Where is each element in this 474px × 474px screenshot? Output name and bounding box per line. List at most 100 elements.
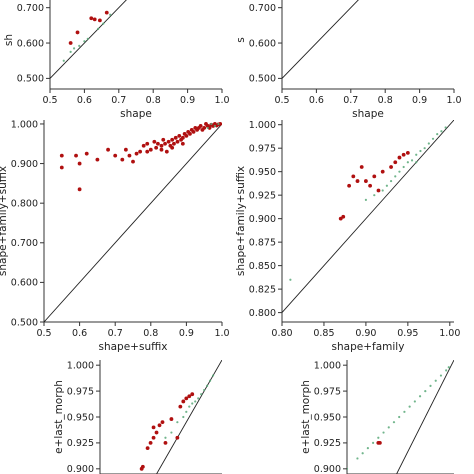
x-tick-label: 0.7 bbox=[343, 95, 358, 106]
chart-panel-3: 0.5 0.6 0.7 0.8 0.9 1.0 0.500 0.600 0.700 0.800 0.… bbox=[0, 119, 230, 353]
y-tick-label: 0.500 bbox=[11, 317, 38, 328]
data-point-green bbox=[392, 421, 396, 424]
data-point-red bbox=[77, 187, 82, 192]
y-tick-label: 0.825 bbox=[249, 284, 276, 295]
data-point-red bbox=[389, 165, 393, 169]
y-tick-label: 0.500 bbox=[249, 74, 276, 85]
data-point-green bbox=[444, 126, 447, 129]
data-point-green bbox=[97, 27, 100, 30]
data-point-red bbox=[120, 157, 125, 162]
x-tick-label: 0.95 bbox=[397, 328, 418, 339]
data-point-green bbox=[217, 122, 220, 126]
y-tick-label: 0.975 bbox=[249, 143, 276, 154]
data-point-green bbox=[434, 379, 437, 382]
data-point-green bbox=[347, 467, 349, 470]
y-tick-label: 0.950 bbox=[314, 412, 341, 423]
data-point-green bbox=[387, 426, 390, 429]
data-point-red bbox=[178, 404, 183, 409]
data-point-green bbox=[373, 194, 376, 197]
x-axis-title: shape+suffix bbox=[99, 341, 168, 353]
y-tick-label: 0.500 bbox=[17, 74, 44, 85]
data-point-green bbox=[447, 366, 450, 369]
data-point-green bbox=[398, 170, 401, 173]
data-point-red bbox=[364, 179, 368, 183]
y-tick-label: 0.900 bbox=[249, 214, 276, 225]
data-point-green bbox=[429, 384, 432, 388]
x-tick-label: 0.6 bbox=[77, 95, 92, 106]
data-point-red bbox=[163, 441, 168, 445]
x-tick-label: 0.80 bbox=[271, 328, 292, 339]
data-point-red bbox=[184, 133, 189, 138]
data-point-green bbox=[385, 184, 388, 187]
data-point-red bbox=[59, 153, 64, 158]
data-point-green bbox=[206, 384, 209, 388]
data-point-red bbox=[218, 122, 222, 126]
data-point-red bbox=[184, 396, 189, 401]
data-point-green bbox=[377, 436, 380, 439]
data-point-red bbox=[140, 464, 145, 469]
data-point-green bbox=[83, 40, 86, 43]
data-point-red bbox=[138, 149, 143, 154]
data-point-red bbox=[181, 399, 186, 404]
data-point-green bbox=[356, 457, 359, 460]
y-tick-label: 0.600 bbox=[249, 38, 276, 49]
data-point-green bbox=[109, 13, 112, 16]
y-tick-label: 0.925 bbox=[67, 438, 94, 449]
data-point-green bbox=[445, 369, 448, 372]
data-point-red bbox=[127, 153, 132, 158]
data-point-red bbox=[359, 165, 364, 169]
data-point-red bbox=[187, 394, 192, 399]
data-point-red bbox=[351, 174, 356, 179]
y-axis-title: s bbox=[235, 37, 247, 42]
chart-panel-1: 0.5 0.6 0.7 0.8 0.9 1.0 0.500 0.600 0.700 shape sh bbox=[3, 0, 230, 120]
data-point-green bbox=[191, 402, 194, 405]
y-tick-label: 0.800 bbox=[249, 308, 276, 319]
data-point-red bbox=[159, 147, 164, 152]
data-point-red bbox=[161, 137, 166, 142]
data-point-green bbox=[418, 395, 422, 398]
data-point-red bbox=[84, 151, 89, 156]
data-point-red bbox=[180, 135, 185, 140]
data-point-green bbox=[176, 421, 179, 424]
y-tick-label: 0.925 bbox=[314, 438, 341, 449]
x-tick-label: 0.8 bbox=[143, 328, 158, 339]
data-point-green bbox=[403, 410, 406, 413]
x-tick-label: 0.6 bbox=[72, 328, 87, 339]
x-tick-label: 1.0 bbox=[214, 328, 229, 339]
data-point-green bbox=[408, 405, 411, 408]
data-point-red bbox=[170, 137, 175, 142]
data-point-red bbox=[341, 214, 346, 219]
x-tick-label: 1.0 bbox=[214, 95, 229, 106]
data-point-red bbox=[106, 147, 110, 152]
data-point-green bbox=[381, 189, 384, 192]
x-tick-label: 0.7 bbox=[111, 95, 126, 106]
data-point-red bbox=[148, 441, 153, 445]
data-point-red bbox=[397, 155, 402, 160]
data-point-green bbox=[371, 441, 375, 445]
y-tick-label: 0.600 bbox=[17, 38, 44, 49]
data-point-red bbox=[198, 124, 203, 128]
y-axis-title: e+last_morph bbox=[300, 380, 312, 454]
data-point-red bbox=[97, 18, 102, 23]
data-point-red bbox=[95, 157, 100, 162]
y-tick-label: 0.700 bbox=[249, 3, 276, 14]
data-point-red bbox=[89, 16, 94, 21]
data-point-red bbox=[145, 141, 150, 146]
data-point-green bbox=[170, 431, 173, 434]
data-point-green bbox=[86, 37, 89, 40]
data-point-red bbox=[380, 169, 385, 174]
x-axis-title: shape bbox=[352, 108, 384, 120]
data-point-red bbox=[75, 30, 80, 35]
x-axis-title: shape bbox=[120, 108, 152, 120]
data-point-red bbox=[123, 147, 128, 152]
data-point-red bbox=[131, 159, 135, 164]
data-point-red bbox=[169, 417, 174, 421]
data-point-green bbox=[213, 124, 216, 128]
data-point-green bbox=[364, 198, 368, 201]
identity-line bbox=[156, 360, 222, 474]
x-tick-label: 0.5 bbox=[42, 95, 57, 106]
y-tick-label: 0.600 bbox=[11, 278, 38, 289]
data-point-red bbox=[134, 151, 139, 156]
data-point-red bbox=[113, 153, 118, 158]
